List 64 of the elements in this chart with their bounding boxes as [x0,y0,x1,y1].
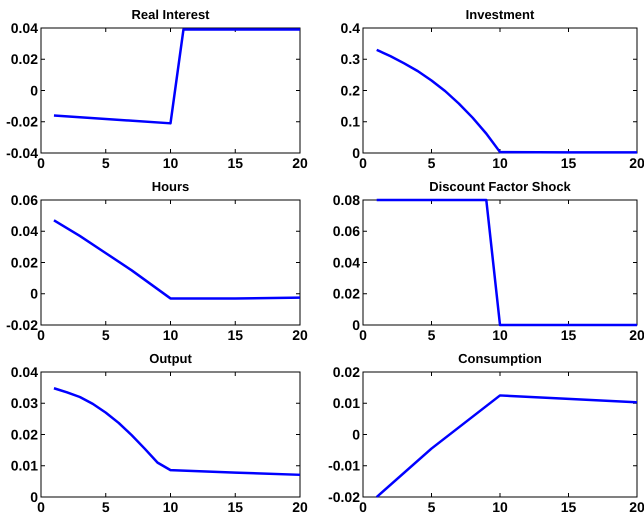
y-tick-label: 0 [352,316,360,333]
y-tick-label: -0.02 [328,488,360,505]
y-tick-label: 0.04 [10,223,38,240]
x-tick-label: 20 [292,499,308,515]
x-tick-label: 15 [227,327,244,343]
y-tick-label: 0.1 [340,114,360,130]
line-series [52,219,302,300]
y-tick-label: 0.01 [332,395,360,412]
x-tick-label: 20 [629,155,644,171]
x-tick-label: 5 [102,499,110,515]
y-tick-label: 0.4 [340,20,360,36]
y-tick-label: 0.06 [10,192,38,208]
x-tick-label: 10 [162,155,178,171]
x-tick-label: 15 [227,155,244,171]
y-tick-label: -0.02 [6,316,38,333]
x-tick-label: 20 [629,499,644,515]
x-tick-label: 5 [428,155,436,171]
x-tick-label: 20 [292,155,308,171]
y-tick-label: 0.02 [332,364,360,380]
y-tick-label: 0 [30,82,38,98]
x-tick-label: 10 [162,499,178,515]
y-tick-label: 0.06 [332,223,360,240]
chart-title: Investment [466,7,535,22]
y-tick-label: 0.02 [332,286,360,302]
y-tick-label: 0.02 [10,51,38,68]
y-tick-label: 0.04 [332,254,360,270]
y-tick-label: 0 [352,144,360,161]
chart-title: Output [149,351,192,366]
x-tick-label: 15 [560,327,576,343]
y-tick-label: 0.02 [10,426,38,442]
x-tick-label: 5 [428,327,436,343]
y-tick-label: 0.2 [340,82,360,98]
x-tick-label: 10 [492,155,508,171]
y-tick-label: 0 [352,426,360,442]
x-tick-label: 20 [292,327,308,343]
x-tick-label: 15 [560,155,576,171]
y-tick-label: 0.08 [332,192,360,208]
x-tick-label: 5 [428,499,436,515]
y-tick-label: 0 [30,488,38,505]
line-series [375,394,638,498]
line-series [375,48,638,154]
chart-title: Hours [152,179,190,194]
x-tick-label: 10 [492,499,508,515]
x-tick-label: 15 [227,499,244,515]
y-tick-label: -0.02 [6,114,38,130]
y-tick-label: 0.04 [10,364,38,380]
y-tick-label: 0.02 [10,254,38,270]
y-tick-label: -0.01 [328,458,360,474]
y-tick-label: 0.3 [340,51,360,68]
x-tick-label: 5 [102,327,110,343]
x-tick-label: 5 [102,155,110,171]
x-tick-label: 10 [492,327,508,343]
x-tick-label: 15 [560,499,576,515]
chart-title: Real Interest [131,7,210,22]
y-tick-label: 0 [30,286,38,302]
chart-title: Discount Factor Shock [429,179,572,194]
line-series [52,387,302,476]
x-tick-label: 10 [162,327,178,343]
y-tick-label: 0.01 [10,458,38,474]
y-tick-label: 0.03 [10,395,38,412]
y-tick-label: 0.04 [10,20,38,36]
y-tick-label: -0.04 [6,144,38,161]
x-tick-label: 20 [629,327,644,343]
chart-title: Consumption [458,351,542,366]
